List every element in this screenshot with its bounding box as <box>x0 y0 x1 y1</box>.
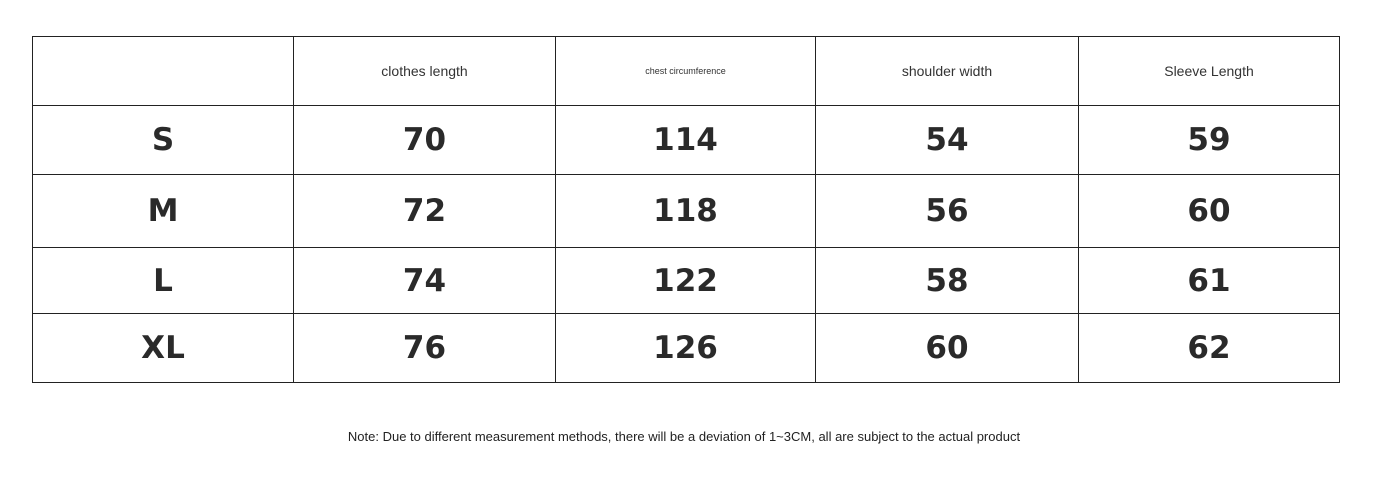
table-cell: 114 <box>555 105 816 175</box>
table-cell: 60 <box>815 313 1079 383</box>
table-cell: 56 <box>815 174 1079 248</box>
table-cell: 72 <box>293 174 556 248</box>
table-cell: 62 <box>1078 313 1340 383</box>
table-cell: 126 <box>555 313 816 383</box>
table-row: M 72 118 56 60 <box>32 174 1340 248</box>
table-cell: 70 <box>293 105 556 175</box>
size-label: M <box>32 174 294 248</box>
table-row: S 70 114 54 59 <box>32 105 1340 175</box>
table-row: XL 76 126 60 62 <box>32 313 1340 383</box>
size-label: S <box>32 105 294 175</box>
table-cell: 61 <box>1078 247 1340 314</box>
table-row: L 74 122 58 61 <box>32 247 1340 314</box>
size-label: XL <box>32 313 294 383</box>
header-cell-clothes-length: clothes length <box>293 36 556 106</box>
header-cell-chest-circumference: chest circumference <box>555 36 816 106</box>
size-chart-table: clothes length chest circumference shoul… <box>32 36 1340 383</box>
size-label: L <box>32 247 294 314</box>
table-cell: 122 <box>555 247 816 314</box>
measurement-note: Note: Due to different measurement metho… <box>347 429 1021 444</box>
table-cell: 118 <box>555 174 816 248</box>
table-cell: 54 <box>815 105 1079 175</box>
header-cell-sleeve-length: Sleeve Length <box>1078 36 1340 106</box>
table-cell: 60 <box>1078 174 1340 248</box>
header-cell-size <box>32 36 294 106</box>
table-cell: 59 <box>1078 105 1340 175</box>
table-cell: 74 <box>293 247 556 314</box>
table-cell: 76 <box>293 313 556 383</box>
header-cell-shoulder-width: shoulder width <box>815 36 1079 106</box>
header-row: clothes length chest circumference shoul… <box>32 36 1340 106</box>
table-cell: 58 <box>815 247 1079 314</box>
